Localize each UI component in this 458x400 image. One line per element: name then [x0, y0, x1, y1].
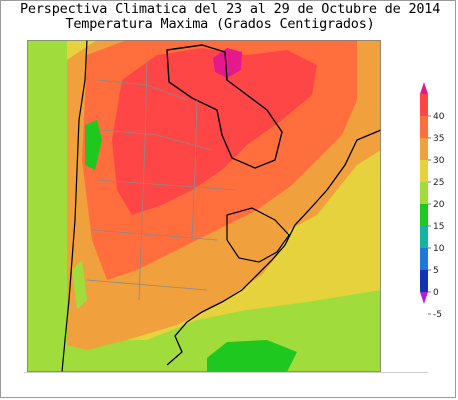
legend-arrow-top [420, 82, 428, 94]
coastline [166, 129, 381, 366]
legend-tick-label: 30 [433, 156, 445, 166]
country-border-line [166, 44, 283, 169]
province-lines [86, 59, 238, 301]
legend-swatch [420, 160, 428, 182]
legend-tick-label: -5 [433, 310, 442, 320]
legend-swatch [420, 270, 428, 292]
andes-cool-spot-north [85, 120, 102, 170]
uruguay-border [226, 207, 290, 263]
legend-swatch [420, 204, 428, 226]
legend-tick-label: 35 [433, 134, 444, 144]
legend-swatch [420, 226, 428, 248]
legend-tick-label: 20 [433, 200, 445, 210]
title-block: Perspectiva Climatica del 23 al 29 de Oc… [20, 1, 441, 32]
title-line-1: Perspectiva Climatica del 23 al 29 de Oc… [20, 1, 441, 17]
land-very-hot-zone [112, 48, 317, 215]
legend-tick-label: 25 [433, 178, 444, 188]
western-border [61, 40, 88, 372]
legend-tick-label: 10 [433, 244, 445, 254]
legend-tick-label: 15 [433, 222, 444, 232]
extreme-heat-spot [213, 48, 242, 78]
southern-cool-zone [67, 290, 381, 372]
legend-tick-label: 40 [433, 112, 445, 122]
legend-swatch [420, 182, 428, 204]
legend-tick-label: 0 [433, 288, 439, 298]
legend-swatch [420, 94, 428, 116]
title-line-2: Temperatura Maxima (Grados Centigrados) [65, 16, 375, 32]
andes-cool-spot-south [72, 260, 87, 310]
color-legend: 40 35 30 25 20 15 10 5 0 -5 [420, 82, 445, 320]
legend-swatch [420, 138, 428, 160]
pacific-area [27, 40, 67, 372]
legend-tick-label: 5 [433, 266, 439, 276]
legend-swatch [420, 248, 428, 270]
legend-arrow-bottom [420, 292, 428, 304]
southern-green-blob [207, 340, 297, 372]
temperature-map [27, 40, 381, 372]
lower-rule [24, 372, 428, 373]
legend-swatch [420, 116, 428, 138]
